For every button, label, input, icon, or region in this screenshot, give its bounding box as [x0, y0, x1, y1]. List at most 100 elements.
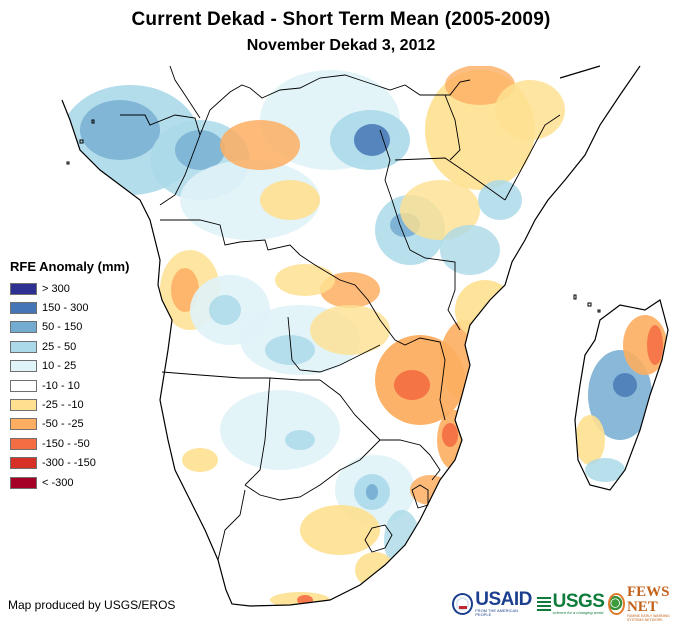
wet-patch — [180, 160, 320, 240]
country-borders — [120, 65, 561, 561]
legend-item: 150 - 300 — [10, 298, 129, 317]
border — [379, 319, 446, 421]
usgs-logo: USGS science for a changing world — [536, 591, 605, 615]
wet-patch — [209, 295, 241, 325]
wet-patch — [80, 100, 160, 160]
dry-patch — [310, 305, 390, 355]
legend-label: < -300 — [42, 476, 74, 489]
border — [244, 439, 381, 501]
globe-icon — [608, 592, 625, 615]
legend-item: -50 - -25 — [10, 415, 129, 434]
legend-title: RFE Anomaly (mm) — [10, 259, 130, 274]
legend: RFE Anomaly (mm) > 300 150 - 300 50 - 150 2… — [10, 259, 129, 492]
swaziland-border — [411, 484, 429, 509]
legend-item: -10 - 10 — [10, 376, 129, 395]
border — [159, 134, 201, 206]
wet-patch — [220, 390, 340, 470]
border — [409, 249, 461, 331]
legend-swatch — [10, 457, 37, 470]
credit-text: Map produced by USGS/EROS — [8, 598, 176, 612]
legend-swatch — [10, 399, 37, 412]
dry-patch — [275, 264, 335, 296]
border — [379, 129, 411, 251]
usaid-name: USAID — [475, 589, 532, 610]
wet-patch — [366, 484, 378, 500]
usgs-name: USGS — [552, 591, 605, 612]
border — [199, 84, 251, 136]
lesotho-border — [364, 524, 393, 553]
legend-label: 50 - 150 — [42, 321, 83, 334]
border — [504, 114, 561, 201]
legend-item: -150 - -50 — [10, 434, 129, 453]
usgs-tagline: science for a changing world — [552, 610, 604, 615]
legend-swatch — [10, 340, 37, 353]
border — [161, 371, 320, 381]
legend-label: 10 - 25 — [42, 360, 77, 373]
legend-swatch — [10, 282, 37, 295]
border — [287, 316, 381, 373]
legend-item: 10 - 25 — [10, 357, 129, 376]
fews-net-name: FEWS NET — [626, 584, 670, 615]
dry-patch — [575, 415, 605, 465]
legend-item: > 300 — [10, 279, 129, 298]
legend-swatch — [10, 476, 37, 489]
wet-patch — [285, 430, 315, 450]
border — [120, 114, 201, 136]
legend-label: -50 - -25 — [42, 418, 84, 431]
border — [299, 254, 381, 321]
dry-patch — [394, 370, 430, 400]
dry-patch — [260, 180, 320, 220]
island — [79, 139, 84, 144]
usaid-logo: USAID FROM THE AMERICAN PEOPLE — [452, 590, 533, 617]
wet-patch — [478, 180, 522, 220]
legend-swatch — [10, 360, 37, 373]
island — [91, 119, 95, 124]
border — [169, 65, 201, 119]
legend-item: 50 - 150 — [10, 318, 129, 337]
border — [217, 489, 246, 561]
dry-patch — [220, 120, 300, 170]
border — [160, 219, 301, 256]
legend-label: -25 - -10 — [42, 399, 84, 412]
legend-item: < -300 — [10, 473, 129, 492]
dry-patch — [647, 325, 663, 365]
dry-patch — [320, 272, 380, 308]
border — [319, 379, 431, 456]
island — [66, 161, 70, 165]
island — [597, 309, 601, 313]
wet-patch — [613, 373, 637, 397]
coastline — [61, 65, 669, 607]
anomaly-map — [61, 65, 669, 607]
dry-patch — [400, 180, 480, 240]
map-subtitle: November Dekad 3, 2012 — [246, 37, 436, 54]
legend-swatch — [10, 379, 37, 392]
legend-item: 25 - 50 — [10, 337, 129, 356]
legend-swatch — [10, 302, 37, 315]
usgs-wave-icon — [536, 596, 551, 612]
dry-patch — [495, 80, 565, 140]
legend-label: 150 - 300 — [42, 302, 89, 315]
legend-label: 25 - 50 — [42, 340, 77, 353]
legend-item: -25 - -10 — [10, 395, 129, 414]
legend-label: -10 - 10 — [42, 379, 80, 392]
island — [587, 302, 592, 307]
usaid-tagline: FROM THE AMERICAN PEOPLE — [475, 608, 519, 617]
border — [394, 157, 506, 201]
fews-net-tagline: FAMINE EARLY WARNING SYSTEMS NETWORK — [626, 614, 670, 622]
dry-patch — [355, 552, 395, 588]
wet-patch — [440, 225, 500, 275]
dry-patch — [182, 448, 218, 472]
dry-patch — [442, 423, 458, 447]
usaid-seal-icon — [452, 592, 474, 615]
wet-patch — [175, 130, 225, 170]
legend-label: > 300 — [42, 282, 70, 295]
legend-label: -300 - -150 — [42, 457, 96, 470]
map-title: Current Dekad - Short Term Mean (2005-20… — [131, 9, 551, 30]
legend-swatch — [10, 321, 37, 334]
island — [573, 294, 577, 300]
dry-patch — [455, 280, 515, 340]
wet-patch — [265, 335, 315, 365]
fews-net-logo: FEWS NET FAMINE EARLY WARNING SYSTEMS NE… — [608, 585, 682, 622]
legend-swatch — [10, 437, 37, 450]
wet-patch — [354, 124, 390, 156]
